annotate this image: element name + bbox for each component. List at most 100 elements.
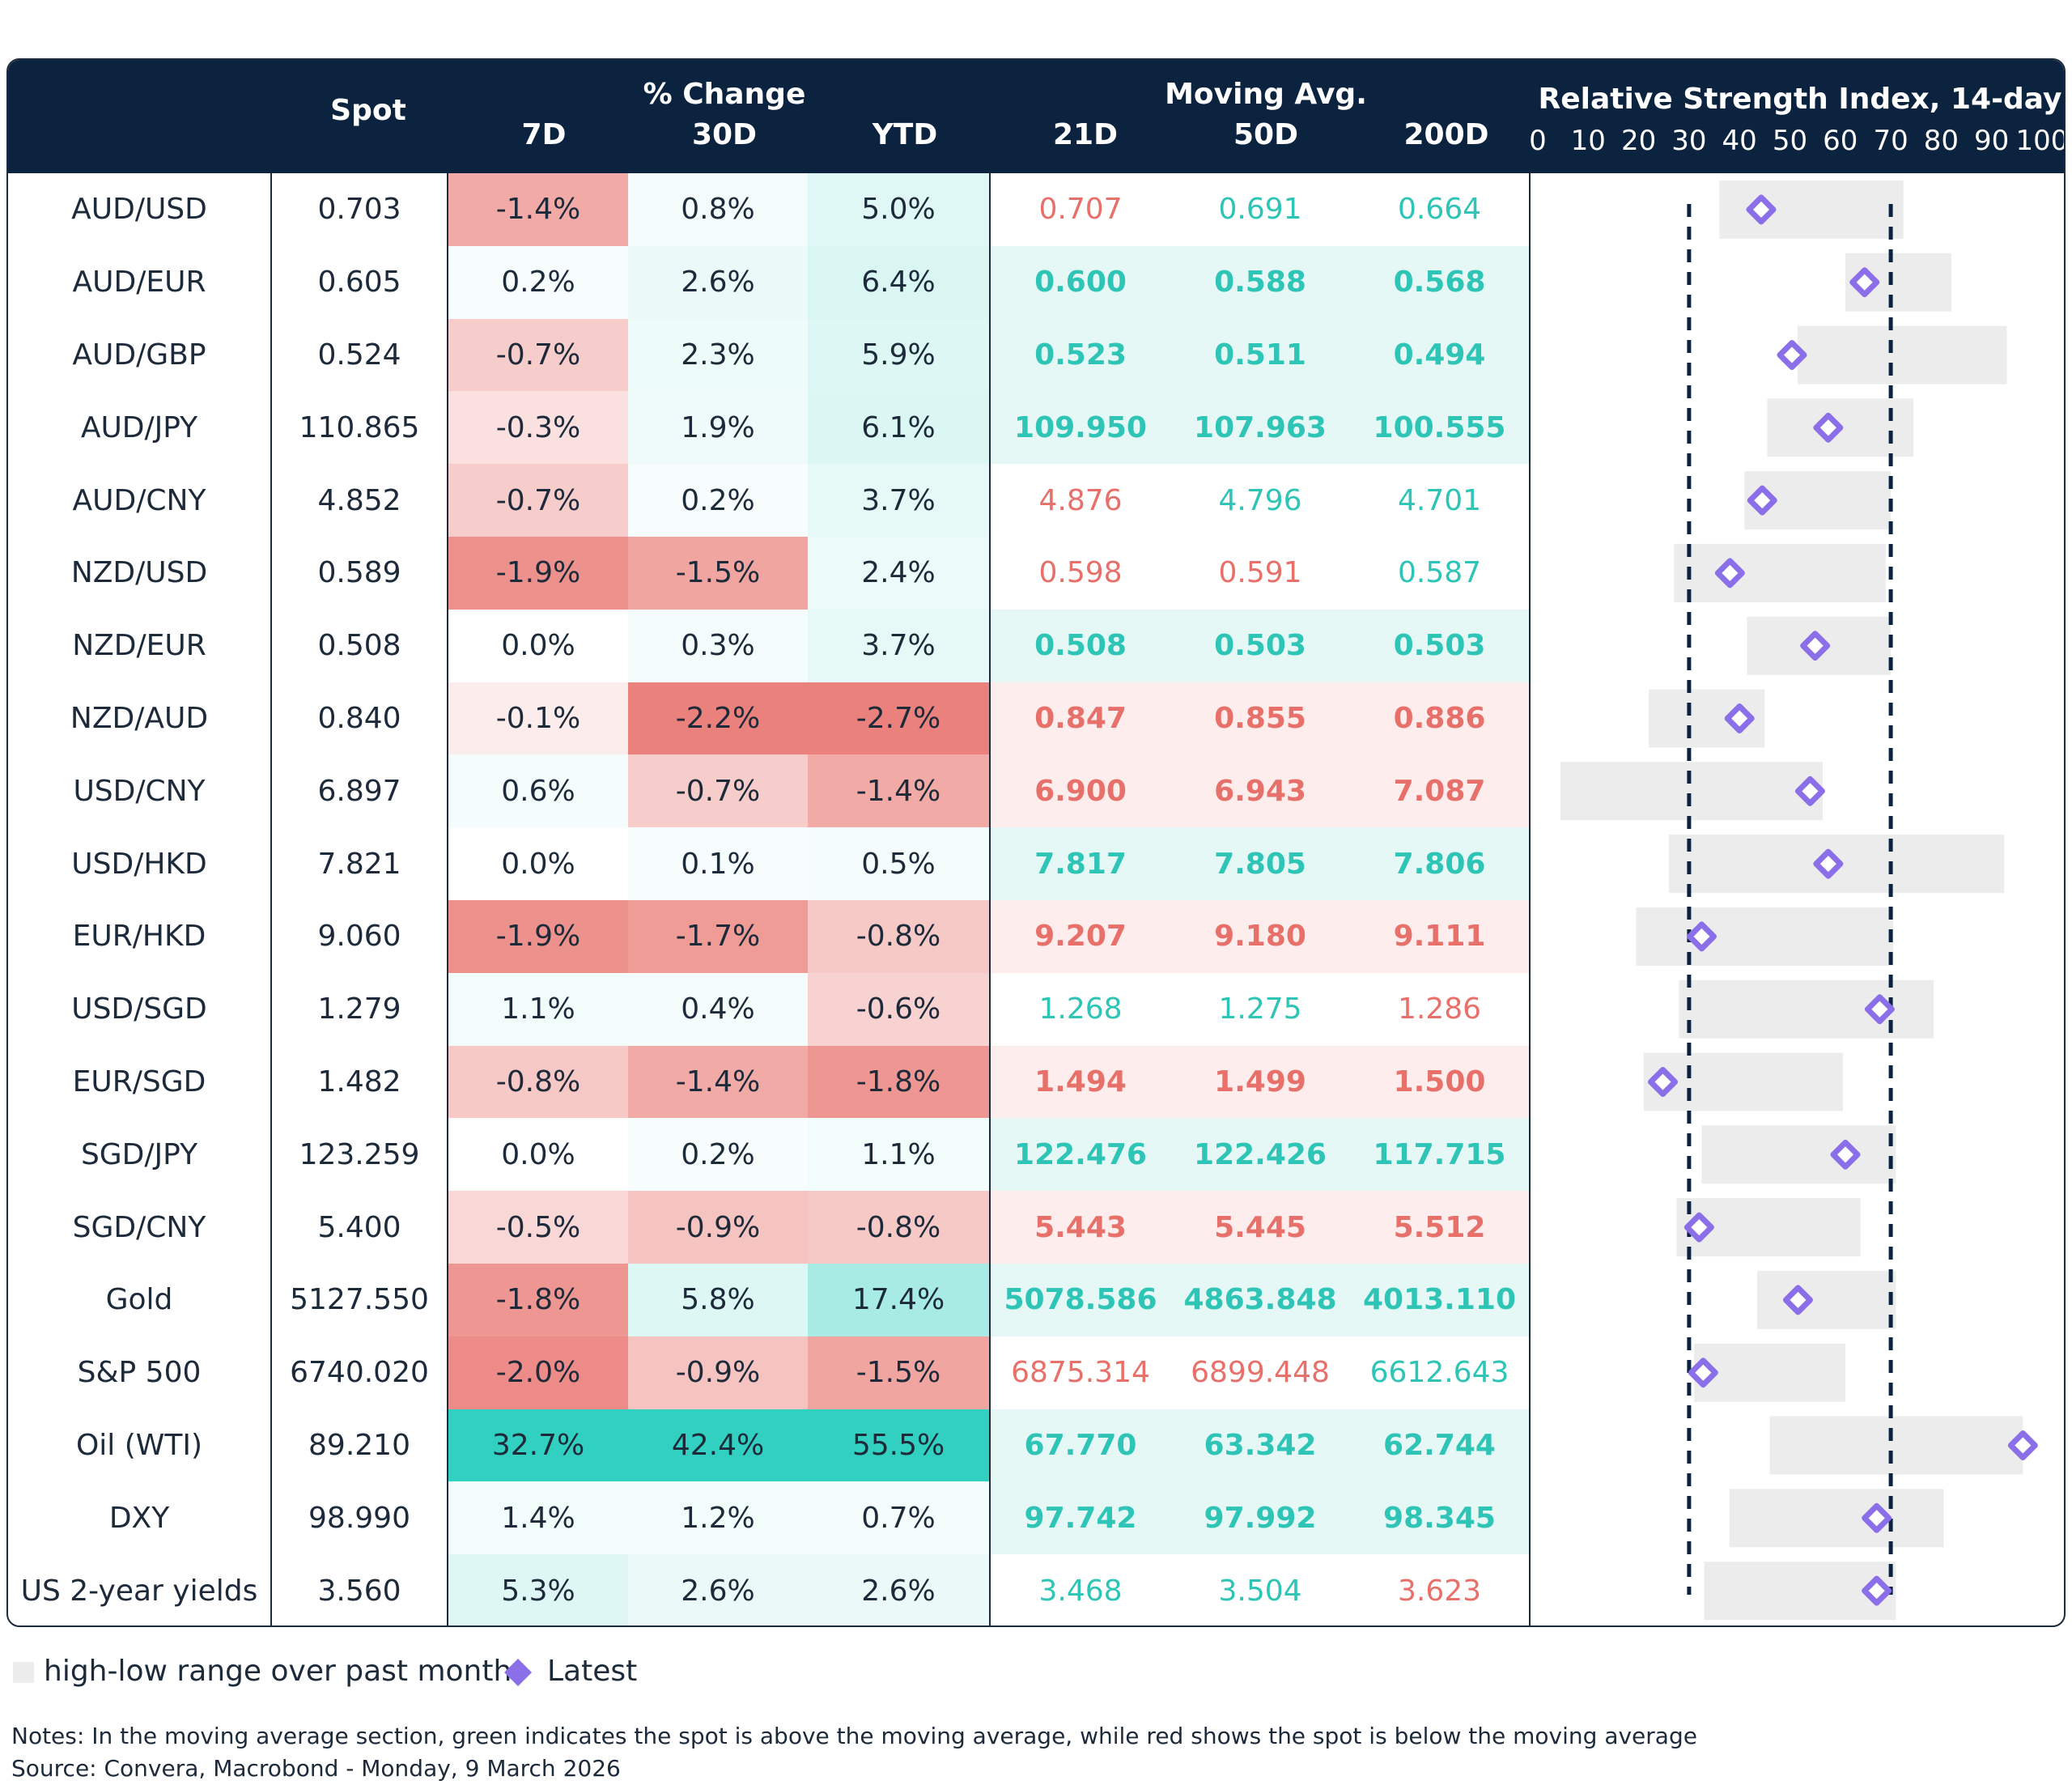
moving-avg-50d: 4863.848 xyxy=(1170,1264,1350,1336)
moving-avg-200d: 1.286 xyxy=(1350,972,1529,1046)
moving-avg-50d: 0.503 xyxy=(1170,609,1350,682)
change-7d: 0.0% xyxy=(448,1118,628,1192)
change-30d: -1.7% xyxy=(628,900,808,973)
rsi-latest-marker xyxy=(1714,558,1745,589)
legend-range-swatch xyxy=(13,1662,34,1683)
row-label: SGD/CNY xyxy=(72,1210,206,1244)
change-7d: -2.0% xyxy=(448,1336,628,1409)
divider-change-ma xyxy=(989,173,991,1625)
rsi-latest-marker xyxy=(1684,1212,1714,1243)
row-label: USD/CNY xyxy=(73,774,206,808)
row-label: Oil (WTI) xyxy=(75,1428,203,1462)
change-30d: -0.9% xyxy=(628,1191,808,1264)
change-7d: -0.7% xyxy=(448,318,628,392)
moving-avg-21d: 109.950 xyxy=(991,391,1170,465)
change-ytd: 2.4% xyxy=(808,537,989,610)
change-30d: 0.8% xyxy=(628,173,808,246)
spot-value: 98.990 xyxy=(308,1501,410,1535)
rsi-latest-marker xyxy=(1648,1067,1679,1097)
change-30d: 2.6% xyxy=(628,1554,808,1625)
change-30d: 0.2% xyxy=(628,464,808,537)
change-ytd: 3.7% xyxy=(808,609,989,682)
moving-avg-200d: 0.587 xyxy=(1350,537,1529,610)
change-30d: -2.2% xyxy=(628,682,808,755)
change-30d: -0.9% xyxy=(628,1336,808,1409)
rsi-latest-marker xyxy=(1794,776,1825,806)
rsi-latest-marker xyxy=(1782,1285,1813,1315)
rsi-range-bar xyxy=(1769,1416,2023,1475)
row-label: NZD/AUD xyxy=(70,701,209,735)
moving-avg-50d: 0.588 xyxy=(1170,245,1350,319)
spot-value: 0.840 xyxy=(317,701,401,735)
moving-avg-21d: 5078.586 xyxy=(991,1264,1170,1336)
change-7d: -1.9% xyxy=(448,537,628,610)
moving-avg-50d: 6.943 xyxy=(1170,754,1350,828)
rsi-tick-label: 30 xyxy=(1671,125,1707,157)
row-label: US 2-year yields xyxy=(20,1574,258,1608)
row-label: NZD/EUR xyxy=(72,629,206,663)
spot-value: 110.865 xyxy=(299,410,420,444)
moving-avg-50d: 6899.448 xyxy=(1170,1336,1350,1409)
moving-avg-200d: 0.886 xyxy=(1350,682,1529,755)
moving-avg-21d: 122.476 xyxy=(991,1118,1170,1192)
spot-value: 0.703 xyxy=(317,193,401,227)
rsi-latest-marker xyxy=(1800,631,1831,661)
rsi-latest-marker xyxy=(1813,848,1844,879)
header-7d: 7D xyxy=(521,118,567,151)
moving-avg-21d: 6875.314 xyxy=(991,1336,1170,1409)
spot-value: 5127.550 xyxy=(290,1283,429,1317)
moving-avg-50d: 0.591 xyxy=(1170,537,1350,610)
change-7d: -0.8% xyxy=(448,1045,628,1119)
header-pct-change: % Change xyxy=(643,78,806,111)
moving-avg-200d: 5.512 xyxy=(1350,1191,1529,1264)
moving-avg-50d: 5.445 xyxy=(1170,1191,1350,1264)
change-ytd: -0.8% xyxy=(808,900,989,973)
header-moving-avg: Moving Avg. xyxy=(1165,78,1367,111)
spot-value: 123.259 xyxy=(299,1137,420,1171)
divider-spot-change xyxy=(447,173,448,1625)
moving-avg-200d: 7.087 xyxy=(1350,754,1529,828)
change-30d: 5.8% xyxy=(628,1264,808,1336)
change-7d: -1.8% xyxy=(448,1264,628,1336)
change-30d: 0.2% xyxy=(628,1118,808,1192)
row-label: EUR/HKD xyxy=(72,920,206,954)
moving-avg-200d: 0.664 xyxy=(1350,173,1529,246)
fx-table-panel: Spot % Change Moving Avg. 7D 30D YTD 21D… xyxy=(6,58,2066,1627)
spot-value: 1.279 xyxy=(317,992,401,1026)
rsi-range-bar xyxy=(1797,325,2007,385)
change-30d: 1.2% xyxy=(628,1481,808,1555)
change-ytd: -2.7% xyxy=(808,682,989,755)
row-label: AUD/GBP xyxy=(72,338,206,372)
moving-avg-21d: 5.443 xyxy=(991,1191,1170,1264)
change-7d: 0.6% xyxy=(448,754,628,828)
moving-avg-21d: 9.207 xyxy=(991,900,1170,973)
change-30d: -0.7% xyxy=(628,754,808,828)
spot-value: 1.482 xyxy=(317,1064,401,1098)
change-30d: -1.4% xyxy=(628,1045,808,1119)
rsi-tick-label: 70 xyxy=(1873,125,1909,157)
divider-ma-rsi xyxy=(1529,173,1531,1625)
change-7d: -1.9% xyxy=(448,900,628,973)
spot-value: 6.897 xyxy=(317,774,401,808)
rsi-latest-marker xyxy=(1688,1358,1718,1388)
rsi-tick-label: 50 xyxy=(1772,125,1808,157)
moving-avg-21d: 1.494 xyxy=(991,1045,1170,1119)
change-ytd: -1.5% xyxy=(808,1336,989,1409)
rsi-range-bar xyxy=(1679,979,1934,1039)
change-30d: 0.4% xyxy=(628,972,808,1046)
legend-latest-marker xyxy=(504,1659,532,1686)
spot-value: 0.605 xyxy=(317,266,401,300)
moving-avg-200d: 0.503 xyxy=(1350,609,1529,682)
change-30d: 2.3% xyxy=(628,318,808,392)
moving-avg-50d: 0.855 xyxy=(1170,682,1350,755)
change-7d: 5.3% xyxy=(448,1554,628,1625)
row-label: SGD/JPY xyxy=(80,1137,198,1171)
spot-value: 6740.020 xyxy=(290,1356,429,1390)
moving-avg-200d: 9.111 xyxy=(1350,900,1529,973)
row-label: EUR/SGD xyxy=(72,1064,206,1098)
rsi-range-bar xyxy=(1701,1125,1896,1184)
change-ytd: -0.8% xyxy=(808,1191,989,1264)
change-30d: 2.6% xyxy=(628,245,808,319)
moving-avg-200d: 4.701 xyxy=(1350,464,1529,537)
row-label: Gold xyxy=(105,1283,173,1317)
